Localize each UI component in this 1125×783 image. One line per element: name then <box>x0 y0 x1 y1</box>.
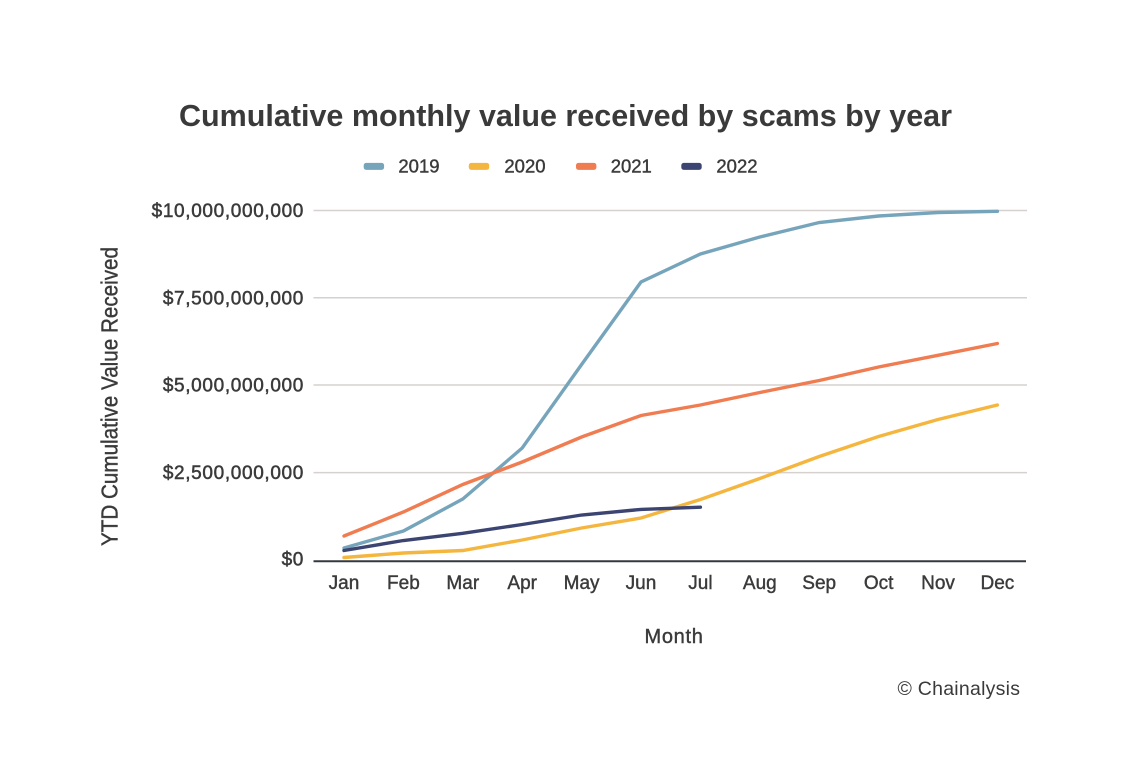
svg-text:May: May <box>564 573 600 594</box>
svg-text:Nov: Nov <box>921 573 955 594</box>
svg-text:Jan: Jan <box>329 573 360 594</box>
svg-text:$0: $0 <box>282 550 304 571</box>
svg-text:© Chainalysis: © Chainalysis <box>898 678 1021 700</box>
svg-text:$2,500,000,000: $2,500,000,000 <box>163 463 304 484</box>
svg-text:Oct: Oct <box>864 573 894 594</box>
svg-text:2022: 2022 <box>716 156 757 177</box>
svg-text:Month: Month <box>644 626 703 648</box>
svg-text:Jul: Jul <box>688 573 712 594</box>
svg-text:Apr: Apr <box>507 573 537 594</box>
svg-text:Cumulative monthly value recei: Cumulative monthly value received by sca… <box>179 98 952 133</box>
svg-text:2020: 2020 <box>504 156 545 177</box>
svg-text:2021: 2021 <box>611 156 652 177</box>
svg-text:Sep: Sep <box>802 573 836 594</box>
svg-text:2019: 2019 <box>398 156 439 177</box>
svg-text:$5,000,000,000: $5,000,000,000 <box>163 376 304 397</box>
svg-text:$10,000,000,000: $10,000,000,000 <box>152 201 304 222</box>
svg-text:Dec: Dec <box>981 573 1015 594</box>
svg-text:Jun: Jun <box>626 573 657 594</box>
svg-text:Feb: Feb <box>387 573 420 594</box>
svg-text:$7,500,000,000: $7,500,000,000 <box>163 288 304 309</box>
svg-text:Mar: Mar <box>446 573 479 594</box>
svg-text:Aug: Aug <box>743 573 777 594</box>
svg-text:YTD Cumulative Value Received: YTD Cumulative Value Received <box>97 247 123 546</box>
